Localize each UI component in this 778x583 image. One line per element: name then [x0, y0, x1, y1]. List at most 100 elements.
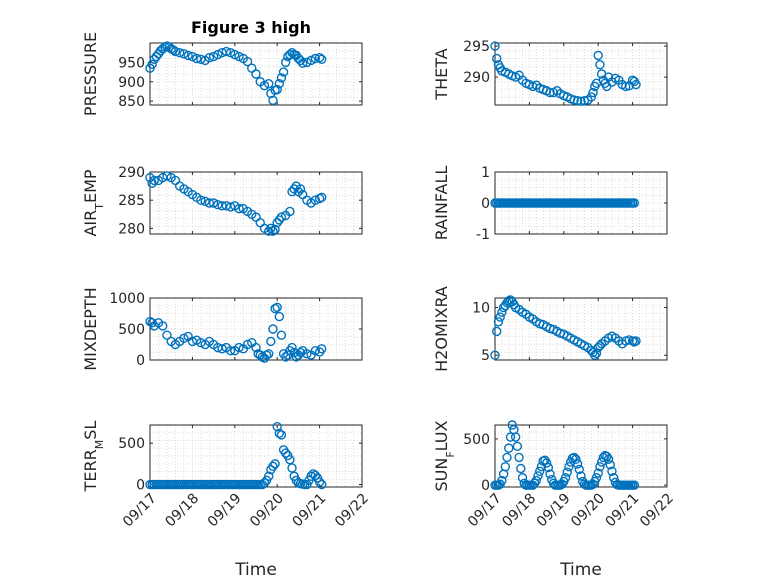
subplot-h2omixra: 5 10 H2OMIXRA	[432, 286, 668, 372]
h2omixra-point	[495, 312, 505, 322]
pressure-series	[145, 41, 327, 106]
mixdepth-point	[217, 344, 227, 354]
pressure-point	[314, 53, 325, 63]
figure-title: Figure 3 high	[191, 18, 311, 37]
pressure-point	[213, 49, 223, 60]
subplot-theta: 290 295 THETA	[432, 39, 668, 106]
sun_flux-grid	[495, 425, 667, 487]
pressure-point	[187, 51, 198, 62]
terr_msl-point	[272, 421, 282, 432]
mixdepth-point	[274, 311, 285, 322]
pressure-point	[302, 57, 312, 68]
mixdepth-point	[162, 330, 172, 340]
pressure-point	[259, 80, 270, 91]
pressure-ytick-label: 950	[118, 55, 145, 71]
pressure-point	[183, 50, 193, 61]
pressure-point	[272, 84, 282, 95]
terr_msl-ytick-label: 0	[136, 478, 145, 494]
sun_flux-point	[576, 471, 586, 481]
terr_msl-point	[280, 448, 291, 458]
terr_msl-point	[259, 478, 270, 488]
terr_msl-point	[285, 455, 295, 465]
sun_flux-point	[595, 461, 605, 472]
pressure-point	[174, 47, 185, 58]
terr_msl-axes-box	[149, 424, 363, 488]
rainfall-series	[490, 198, 640, 208]
pressure-point	[251, 69, 261, 79]
mixdepth-point	[287, 342, 297, 353]
mixdepth-ytick-label: 500	[118, 322, 145, 338]
pressure-ylabel: PRESSURE	[81, 32, 100, 116]
theta-point	[586, 92, 597, 102]
mixdepth-ytick-label: 1000	[109, 291, 145, 307]
h2omixra-ylabel: H2OMIXRA	[432, 286, 451, 372]
pressure-point	[278, 67, 289, 77]
h2omixra-ytick-label: 5	[481, 348, 490, 364]
sun_flux-point	[545, 469, 555, 479]
air_temp-grid	[150, 172, 362, 234]
theta-ylabel: THETA	[432, 48, 451, 100]
h2omixra-series	[490, 295, 641, 360]
h2omixra-ytick-label: 10	[472, 301, 490, 317]
mixdepth-ytick-label: 0	[136, 353, 145, 369]
air_temp-point	[268, 226, 278, 236]
mixdepth-point	[283, 350, 293, 360]
sun_flux-point	[507, 420, 517, 430]
air_temp-point	[274, 215, 285, 225]
sun_flux-point	[562, 467, 572, 477]
air_temp-point	[234, 203, 244, 214]
mixdepth-point	[266, 336, 276, 347]
sun_flux-point	[564, 461, 574, 472]
terr_msl-point	[274, 428, 285, 438]
pressure-point	[310, 53, 321, 64]
terr_msl-grid	[150, 425, 362, 487]
theta-point	[621, 81, 631, 92]
sun_flux-point	[591, 473, 602, 483]
pressure-point	[276, 73, 287, 83]
sun_flux-point	[572, 459, 583, 469]
pressure-point	[264, 78, 274, 89]
rainfall-ytick-label: 0	[481, 196, 490, 212]
mixdepth-point	[302, 349, 312, 359]
pressure-point	[147, 59, 157, 70]
pressure-point	[230, 49, 240, 60]
sun_flux-xlabel: Time	[559, 560, 602, 580]
theta-point	[545, 87, 555, 98]
h2omixra-axes-box	[494, 297, 668, 361]
sun_flux-point	[543, 462, 554, 473]
h2omixra-point	[490, 350, 500, 360]
h2omixra-point	[492, 326, 502, 337]
pressure-point	[208, 51, 219, 62]
pressure-point	[295, 55, 306, 66]
pressure-point	[274, 78, 285, 89]
subplot-rainfall: -1 0 1 RAINFALL	[432, 165, 668, 243]
pressure-point	[179, 49, 189, 59]
mixdepth-point	[179, 333, 189, 343]
air_temp-point	[149, 175, 159, 186]
air_temp-ytick-label: 290	[118, 165, 145, 181]
air_temp-point	[276, 212, 287, 222]
h2omixra-point	[595, 340, 605, 351]
air_temp-point	[225, 202, 236, 212]
air_temp-ytick-label: 285	[118, 193, 145, 209]
air_temp-axes-box	[149, 171, 363, 235]
mixdepth-point	[276, 330, 287, 340]
terr_msl-point	[268, 461, 278, 472]
terr_msl-point	[310, 470, 321, 481]
sun_flux-point	[497, 475, 507, 486]
mixdepth-point	[295, 347, 306, 358]
terr_msl-point	[314, 477, 325, 487]
air_temp-point	[266, 223, 276, 234]
rainfall-ytick-label: 1	[481, 165, 490, 181]
mixdepth-point	[242, 339, 253, 350]
air_temp-ytick-label: 280	[118, 221, 145, 237]
sun_flux-point	[593, 468, 603, 478]
sun_flux-point	[629, 480, 640, 490]
pressure-point	[280, 57, 291, 68]
theta-point	[579, 95, 590, 106]
pressure-point	[234, 51, 244, 62]
mixdepth-point	[280, 352, 291, 362]
sun_flux-point	[512, 441, 523, 451]
sun_flux-point	[514, 452, 524, 463]
